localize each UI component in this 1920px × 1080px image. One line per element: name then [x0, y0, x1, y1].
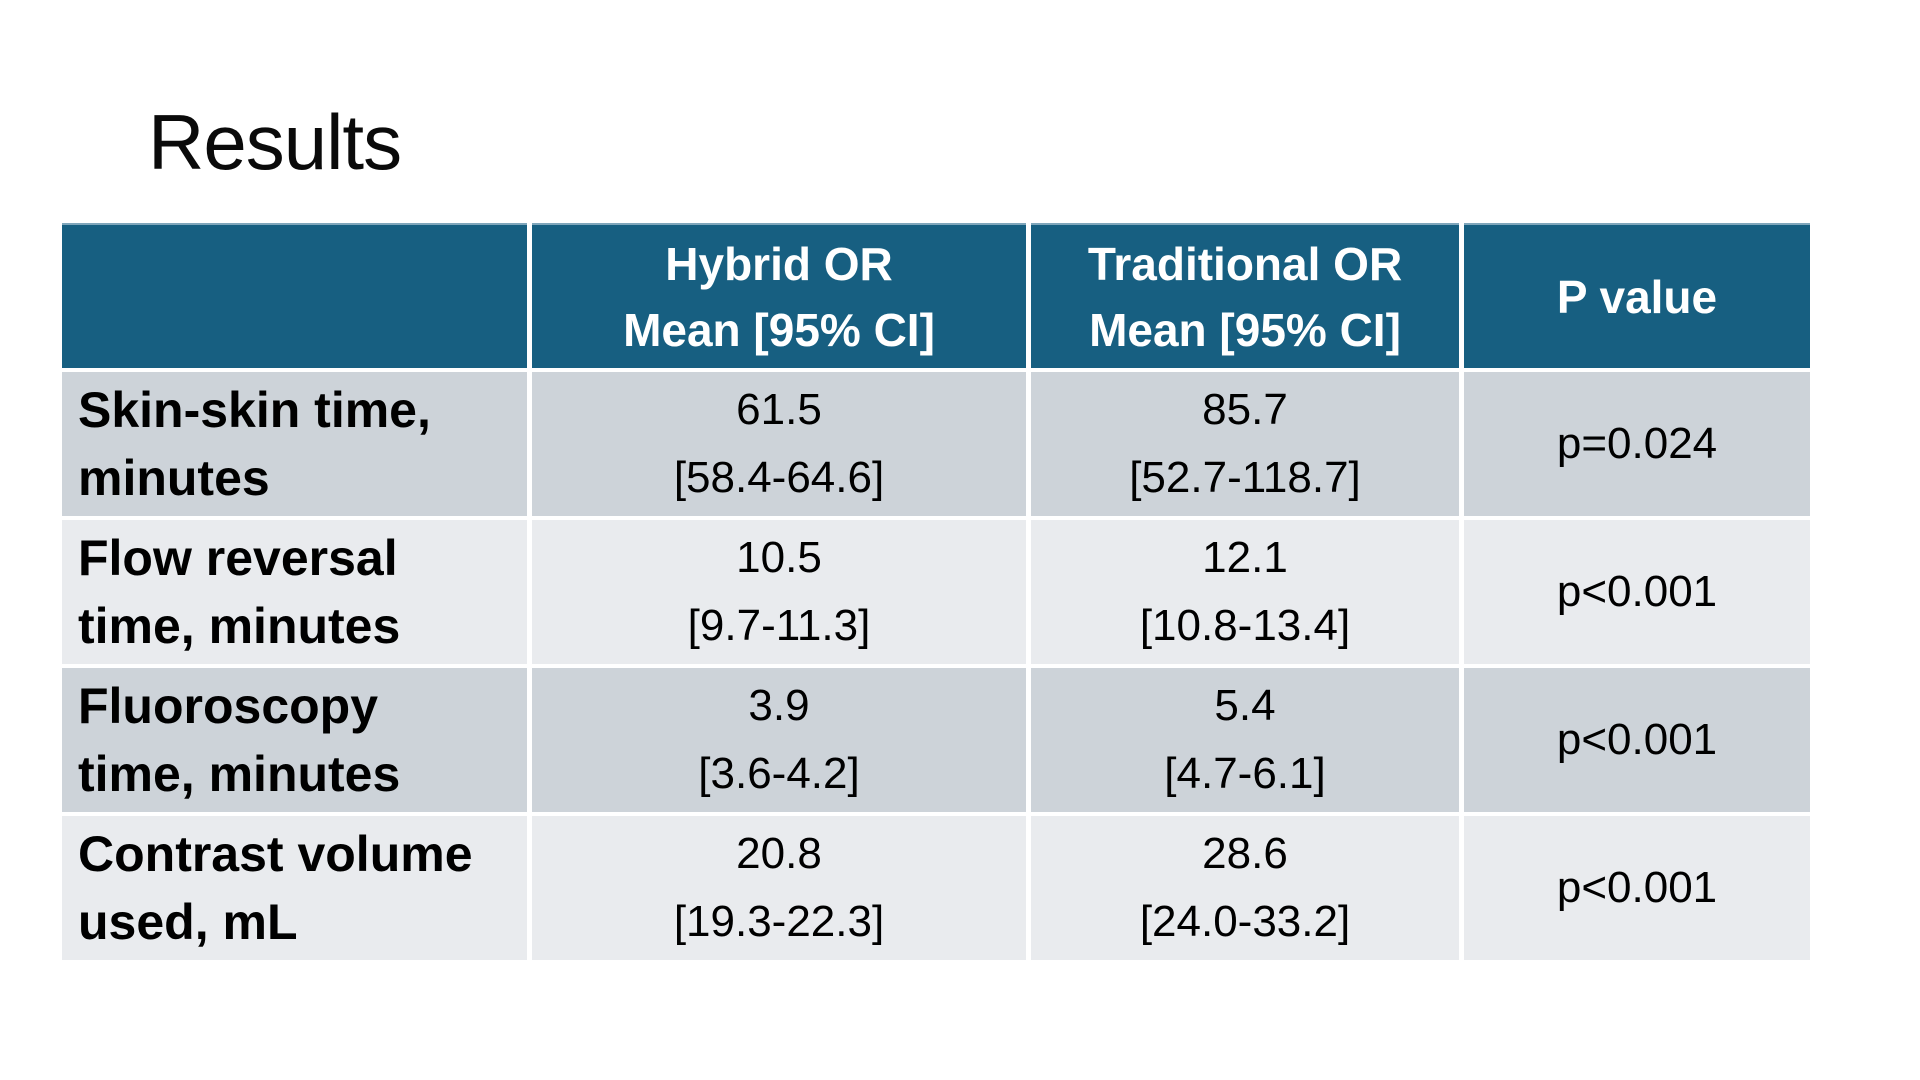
- confidence-interval: [58.4-64.6]: [673, 453, 885, 502]
- results-table: Hybrid OR Mean [95% CI] Traditional OR M…: [57, 219, 1815, 964]
- row-label: Fluoroscopy time, minutes: [62, 668, 527, 812]
- row-label-line1: Flow reversal: [78, 530, 398, 586]
- table-row-contrast-volume: Contrast volume used, mL 20.8 [19.3-22.3…: [62, 816, 1810, 960]
- confidence-interval: [10.8-13.4]: [1139, 601, 1351, 650]
- hybrid-value-cell: 61.5 [58.4-64.6]: [532, 372, 1026, 516]
- traditional-value-cell: 5.4 [4.7-6.1]: [1031, 668, 1459, 812]
- traditional-value-cell: 28.6 [24.0-33.2]: [1031, 816, 1459, 960]
- hybrid-value-cell: 10.5 [9.7-11.3]: [532, 520, 1026, 664]
- traditional-value-cell: 85.7 [52.7-118.7]: [1031, 372, 1459, 516]
- confidence-interval: [4.7-6.1]: [1164, 749, 1326, 798]
- confidence-interval: [52.7-118.7]: [1129, 453, 1361, 502]
- traditional-value-cell: 12.1 [10.8-13.4]: [1031, 520, 1459, 664]
- table-row-fluoroscopy-time: Fluoroscopy time, minutes 3.9 [3.6-4.2] …: [62, 668, 1810, 812]
- mean-value: 20.8: [736, 829, 822, 878]
- confidence-interval: [19.3-22.3]: [673, 897, 885, 946]
- header-traditional-line2: Mean [95% CI]: [1089, 303, 1401, 356]
- p-value-cell: p<0.001: [1464, 668, 1810, 812]
- row-label-line1: Fluoroscopy: [78, 678, 379, 734]
- row-label-line1: Skin-skin time,: [78, 382, 431, 438]
- row-label: Flow reversal time, minutes: [62, 520, 527, 664]
- row-label-line2: used, mL: [78, 894, 298, 950]
- mean-value: 28.6: [1202, 829, 1288, 878]
- mean-value: 10.5: [736, 533, 822, 582]
- header-hybrid-line1: Hybrid OR: [665, 237, 893, 290]
- mean-value: 5.4: [1214, 681, 1276, 730]
- header-hybrid-line2: Mean [95% CI]: [623, 303, 935, 356]
- table-row-skin-skin-time: Skin-skin time, minutes 61.5 [58.4-64.6]…: [62, 372, 1810, 516]
- table-row-flow-reversal-time: Flow reversal time, minutes 10.5 [9.7-11…: [62, 520, 1810, 664]
- confidence-interval: [24.0-33.2]: [1139, 897, 1351, 946]
- header-cell-traditional-or: Traditional OR Mean [95% CI]: [1031, 223, 1459, 368]
- row-label-line2: minutes: [78, 450, 270, 506]
- row-label: Contrast volume used, mL: [62, 816, 527, 960]
- p-value-cell: p<0.001: [1464, 816, 1810, 960]
- row-label-line2: time, minutes: [78, 746, 401, 802]
- header-cell-p-value: P value: [1464, 223, 1810, 368]
- row-label: Skin-skin time, minutes: [62, 372, 527, 516]
- table-header-row: Hybrid OR Mean [95% CI] Traditional OR M…: [62, 223, 1810, 368]
- confidence-interval: [9.7-11.3]: [687, 601, 871, 650]
- confidence-interval: [3.6-4.2]: [698, 749, 860, 798]
- header-cell-empty: [62, 223, 527, 368]
- hybrid-value-cell: 20.8 [19.3-22.3]: [532, 816, 1026, 960]
- mean-value: 12.1: [1202, 533, 1288, 582]
- header-cell-hybrid-or: Hybrid OR Mean [95% CI]: [532, 223, 1026, 368]
- mean-value: 85.7: [1202, 385, 1288, 434]
- mean-value: 3.9: [748, 681, 810, 730]
- hybrid-value-cell: 3.9 [3.6-4.2]: [532, 668, 1026, 812]
- mean-value: 61.5: [736, 385, 822, 434]
- p-value-cell: p<0.001: [1464, 520, 1810, 664]
- page-title: Results: [148, 98, 402, 186]
- header-traditional-line1: Traditional OR: [1087, 237, 1403, 290]
- row-label-line2: time, minutes: [78, 598, 401, 654]
- row-label-line1: Contrast volume: [78, 826, 473, 882]
- p-value-cell: p=0.024: [1464, 372, 1810, 516]
